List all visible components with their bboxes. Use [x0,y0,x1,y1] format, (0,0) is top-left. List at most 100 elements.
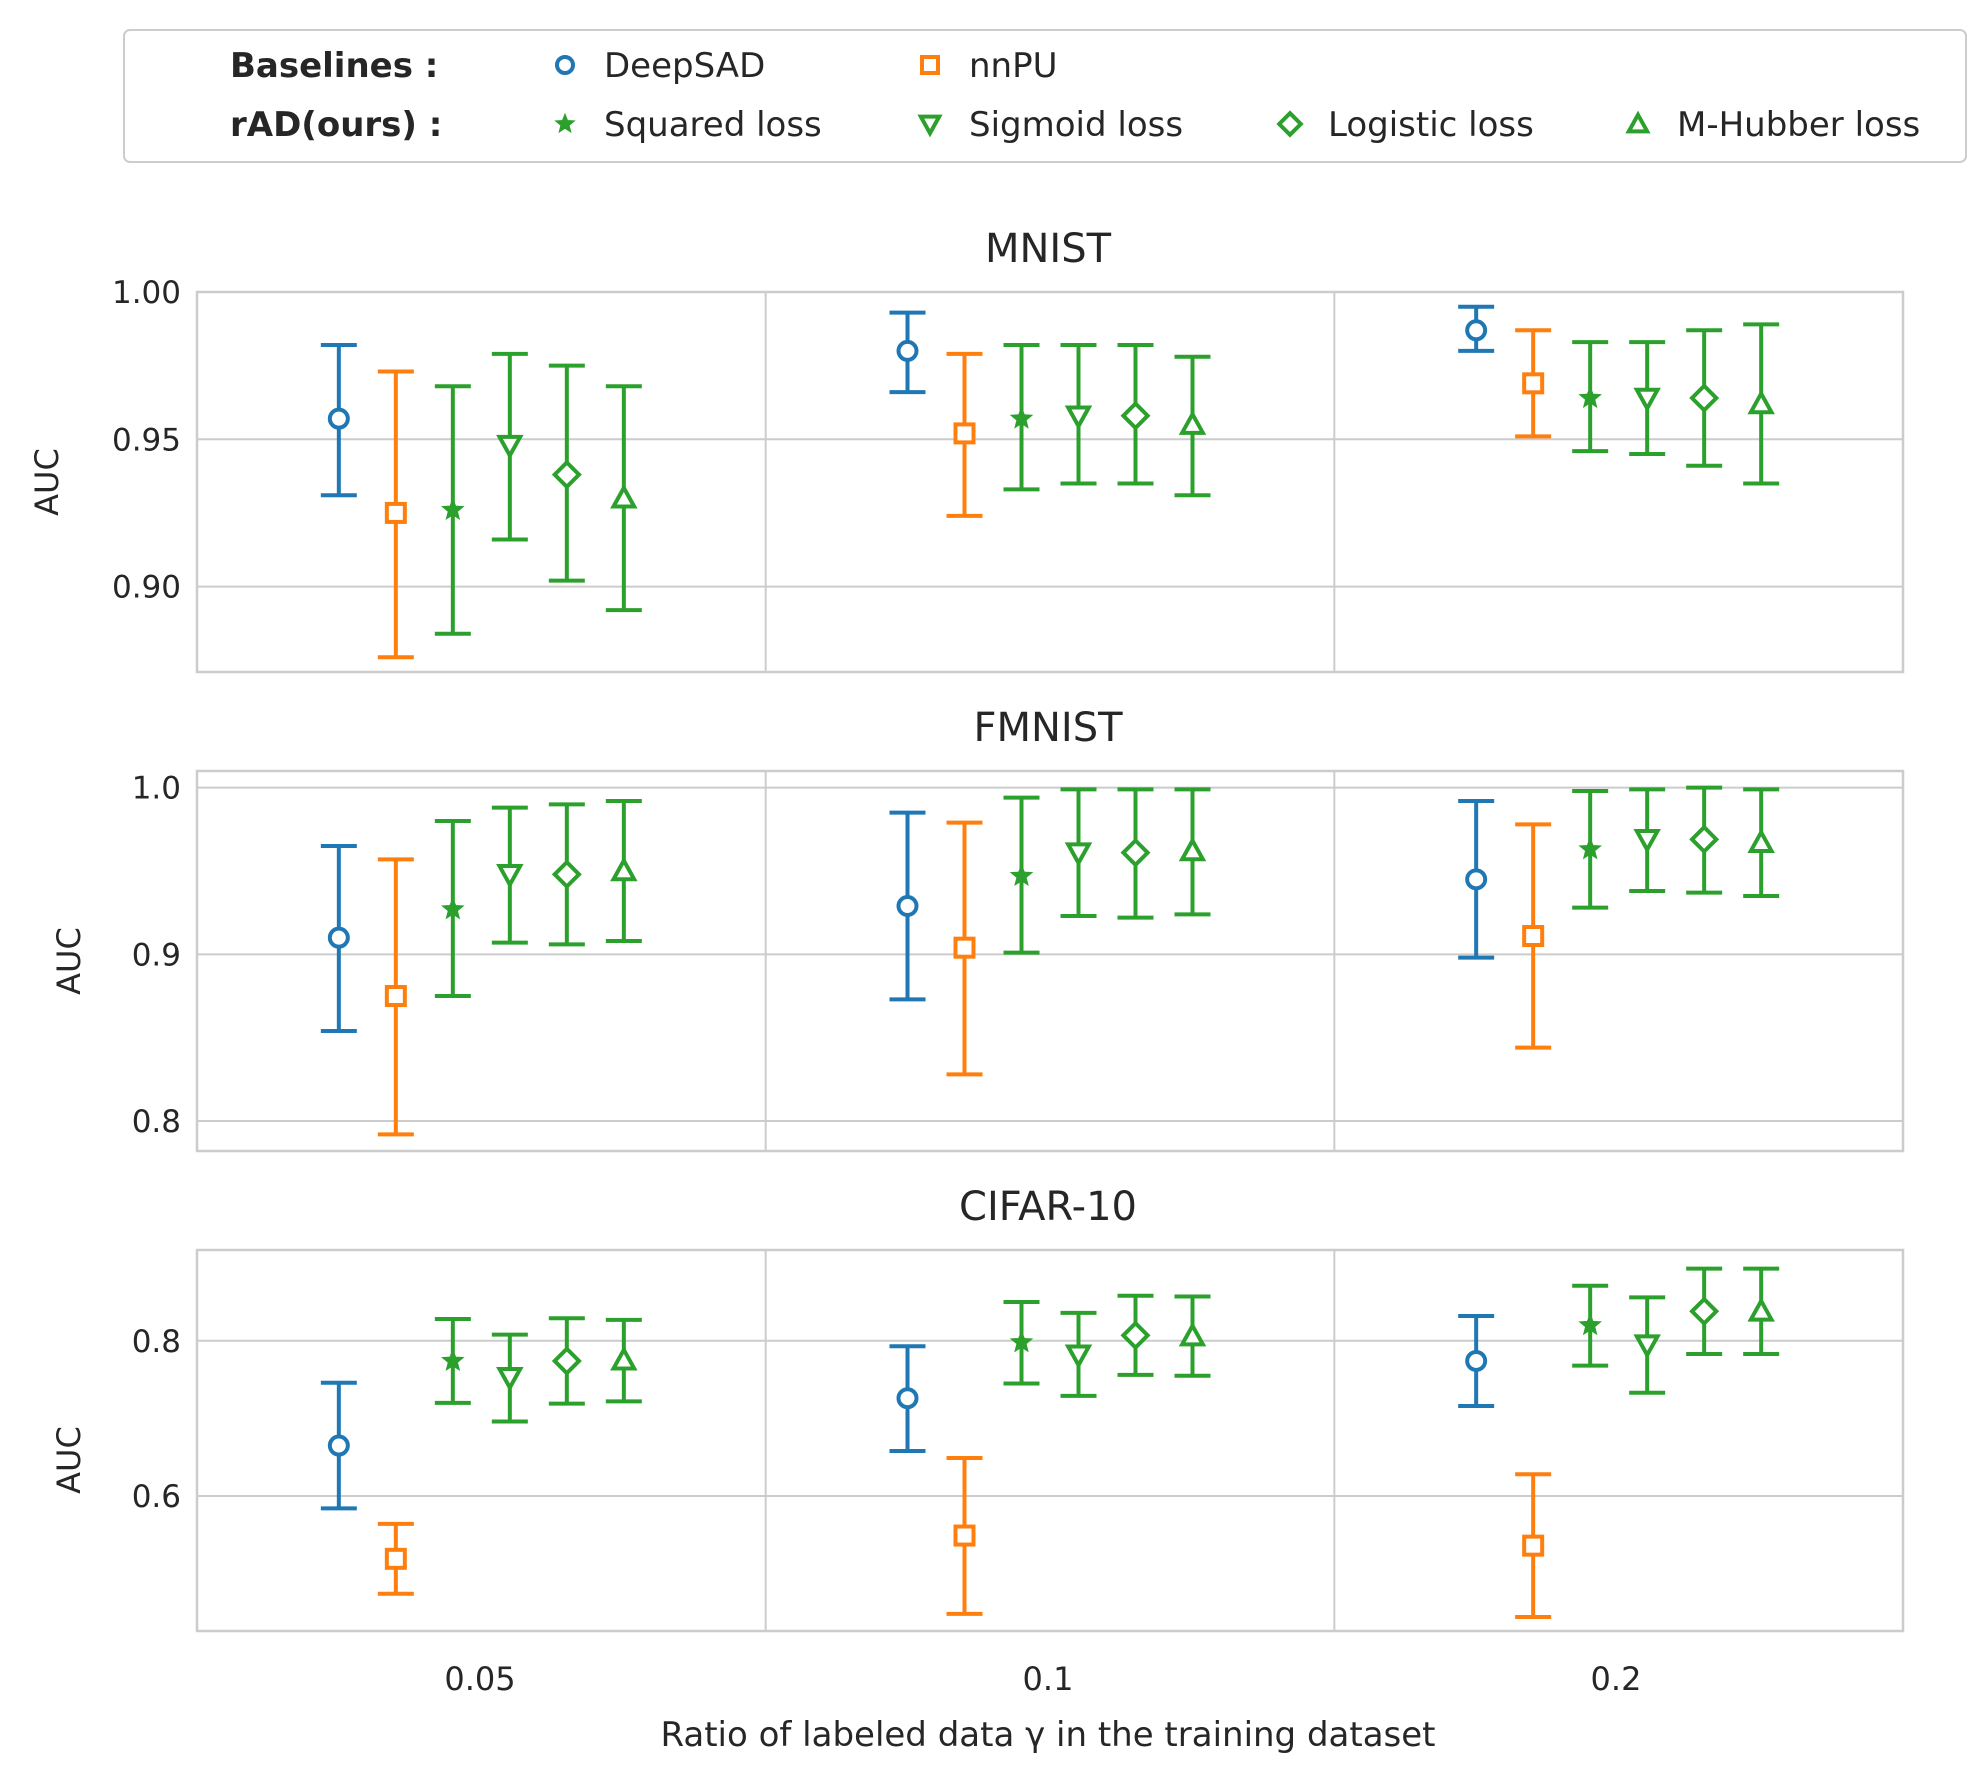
legend-frame [123,29,1967,163]
data-point [384,501,407,524]
y-axis-label-cifar-10: AUC [50,1426,88,1494]
data-point [1120,400,1151,431]
plot-frame [195,290,1905,674]
data-point [327,1434,350,1457]
data-point [1009,863,1034,887]
y-tick-label: 0.6 [132,1479,181,1515]
data-point [551,1345,582,1376]
series-squared-loss [434,340,1609,636]
gridlines [197,771,1903,1151]
data-point [1522,925,1545,947]
data-point [610,856,638,882]
series-squared-loss [434,1283,1609,1405]
panel-title-mnist: MNIST [985,226,1112,272]
data-point [496,434,524,460]
data-point [1633,387,1661,413]
data-point [1009,1329,1034,1353]
series-sigmoid-loss [491,1295,1666,1424]
legend-markers [554,55,1651,138]
data-point [327,407,350,430]
plot-frame [195,769,1905,1153]
data-point [896,339,919,362]
panel-mnist: MNIST AUC 0.90 0.95 1.00 [28,226,1905,674]
data-point [1747,828,1775,853]
data-point [1578,1312,1602,1336]
series-logistic-loss [548,328,1723,583]
panel-title-cifar-10: CIFAR-10 [959,1184,1137,1230]
gridlines [197,1250,1903,1631]
series-sigmoid-loss [491,340,1666,542]
y-axis-label-fmnist: AUC [50,927,88,995]
data-point [1522,1534,1545,1557]
data-point [1465,868,1488,891]
legend-baselines-label: Baselines : [230,46,438,86]
series-squared-loss [434,789,1609,998]
data-point [1747,1296,1775,1322]
data-point [1120,837,1151,868]
legend-label-sigmoid-loss: Sigmoid loss [969,105,1183,145]
legend-marker-logistic-loss [1276,110,1304,138]
legend-marker-sigmoid-loss [917,114,943,138]
data-point [953,1524,976,1547]
series-deepsad [320,304,1495,498]
y-tick-label: 1.00 [112,275,181,311]
y-tick-label: 0.8 [132,1324,181,1360]
legend-label-deepsad: DeepSAD [604,46,765,86]
y-tick-label: 0.9 [132,937,181,973]
series-logistic-loss [548,1266,1723,1406]
series-deepsad [320,1313,1495,1511]
data-point [1689,1296,1720,1327]
legend-label-squared-loss: Squared loss [604,105,822,145]
data-point [496,864,524,889]
data-point [496,1366,524,1392]
series-deepsad [320,799,1495,1033]
data-point [1009,406,1034,429]
data-point [1633,829,1661,854]
plot-frame [195,1248,1905,1633]
data-point [1064,405,1093,431]
data-point [384,985,407,1007]
y-tick-label: 0.90 [112,570,181,606]
data-point [610,1345,638,1371]
legend-label-m-hubber-loss: M-Hubber loss [1677,105,1920,145]
y-axis-label-mnist: AUC [28,448,66,516]
data-point [1178,1321,1207,1347]
x-tick-label-0.2: 0.2 [1591,1660,1642,1698]
data-point [1178,410,1207,435]
data-point [896,1387,919,1410]
data-point [1578,385,1602,409]
data-point [896,895,919,917]
legend-label-logistic-loss: Logistic loss [1328,105,1534,145]
data-point [1689,383,1720,414]
y-tick-label: 0.8 [132,1104,181,1140]
series-m-hubber-loss [605,1266,1780,1404]
data-point [1064,842,1093,868]
data-point [441,497,465,521]
data-point [1465,1349,1488,1372]
data-point [1578,836,1602,860]
series-nnpu [377,328,1552,660]
data-point [1064,1344,1093,1370]
x-tick-label-0.05: 0.05 [444,1660,515,1698]
series-logistic-loss [548,785,1723,947]
y-tick-label: 0.95 [112,422,181,458]
data-point [1747,389,1775,415]
legend-marker-nnpu [920,55,940,75]
panel-title-fmnist: FMNIST [973,705,1123,751]
data-point [1522,372,1545,395]
x-tick-label-0.1: 0.1 [1023,1660,1074,1698]
legend-marker-squared-loss [554,112,576,134]
legend-ours-label: rAD(ours) : [230,105,442,145]
data-point [551,859,582,890]
legend-marker-m-hubber-loss [1625,110,1651,134]
data-point [384,1547,407,1570]
data-point [1178,836,1207,862]
data-point [1689,824,1720,855]
data-point [953,422,976,445]
series-m-hubber-loss [605,787,1780,943]
data-point [1633,1334,1661,1360]
legend: Baselines : rAD(ours) : DeepSAD nnPU Squ… [123,29,1967,163]
legend-label-nnpu: nnPU [969,46,1058,86]
data-point [327,926,350,949]
